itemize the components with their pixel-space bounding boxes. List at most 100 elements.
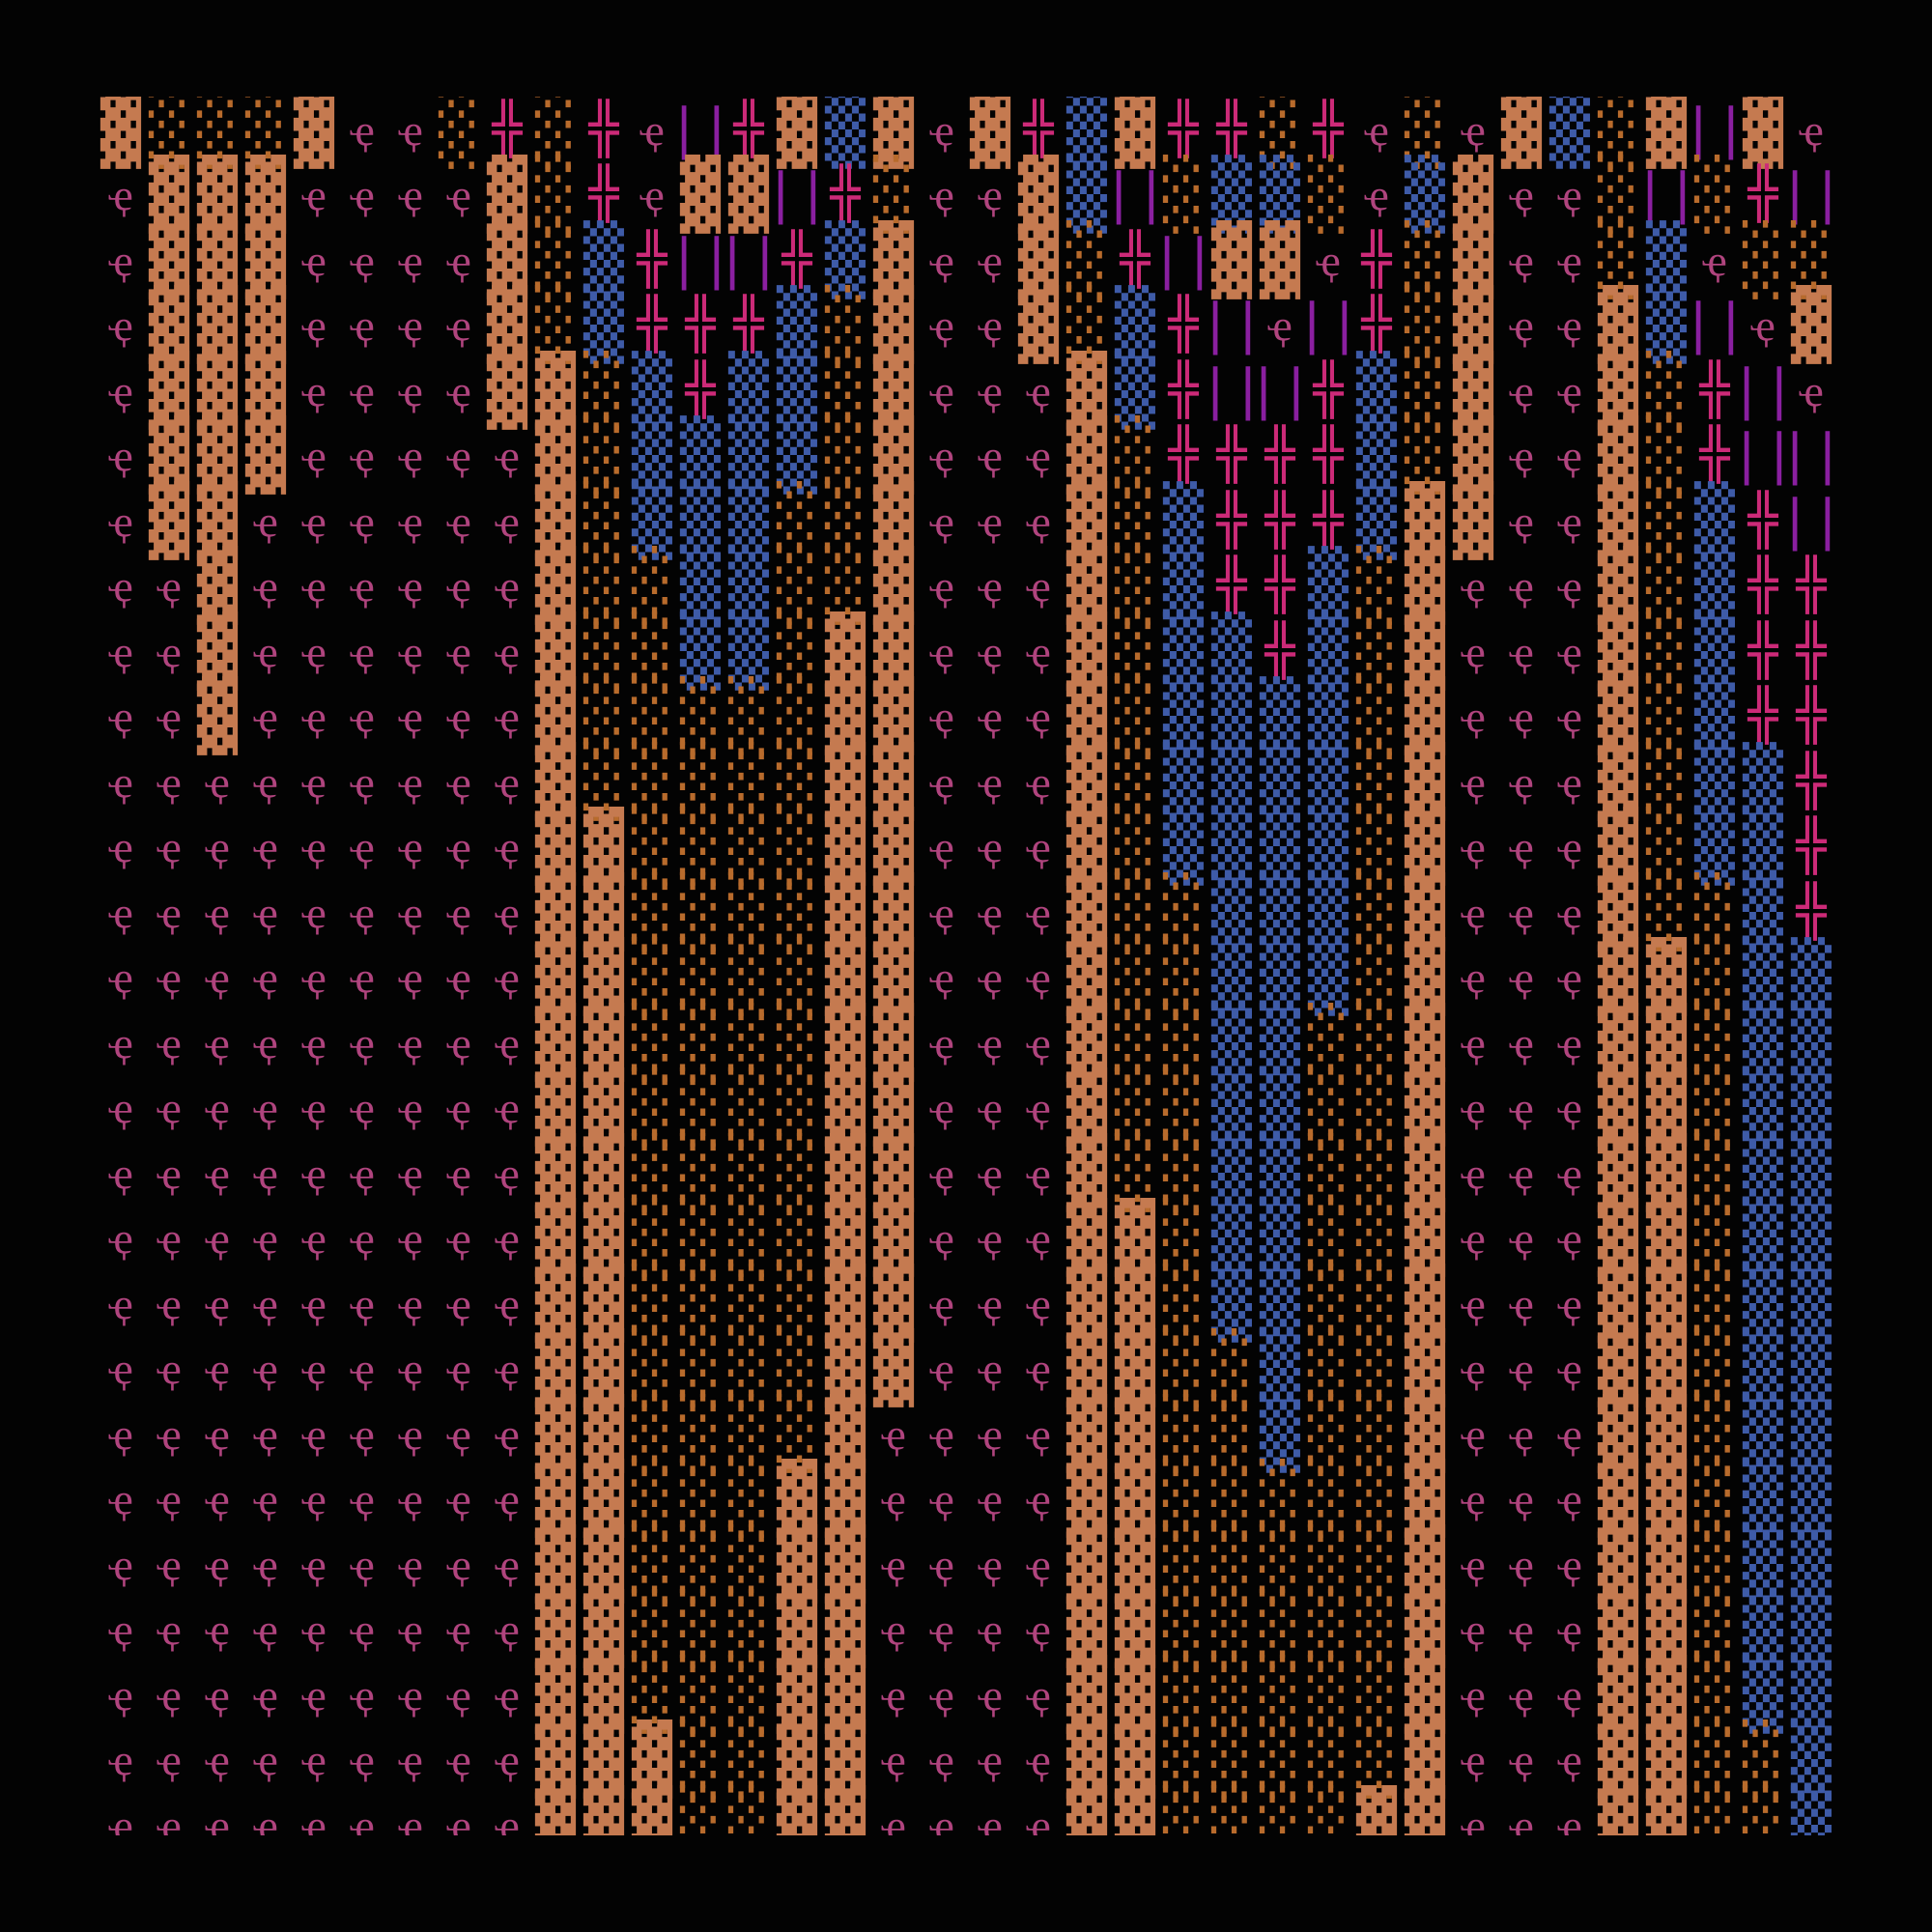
dark-shade-block: ▓ (776, 1784, 818, 1835)
light-shade-block: ░ (727, 1198, 770, 1278)
dark-shade-block: ▓ (872, 350, 915, 430)
double-cross-glyph: ╬ (1168, 99, 1199, 158)
dark-shade-block: ▓ (1404, 480, 1446, 560)
dark-shade-block: ▓ (148, 285, 190, 365)
eye-glyph: ҿ (253, 951, 278, 1004)
eye-glyph: ҿ (495, 1015, 520, 1068)
dark-shade-block: ▓ (1404, 1719, 1446, 1800)
medium-shade-block: ▒ (1065, 155, 1108, 235)
eye-glyph: ҿ (446, 1406, 471, 1460)
light-shade-block: ░ (776, 611, 818, 691)
eye-glyph: ҿ (205, 820, 230, 873)
double-cross-glyph: ╬ (1796, 687, 1827, 746)
dark-shade-block: ▓ (196, 480, 239, 560)
light-shade-block: ░ (1307, 1589, 1350, 1669)
dark-shade-block: ▓ (824, 741, 867, 821)
eye-glyph: ҿ (1364, 168, 1389, 221)
light-shade-block: ░ (727, 1393, 770, 1473)
medium-shade-block: ▒ (1742, 1132, 1784, 1212)
dark-shade-block: ▓ (679, 155, 722, 235)
medium-shade-block: ▒ (1307, 807, 1350, 887)
light-shade-block: ░ (1355, 1263, 1398, 1343)
eye-glyph: ҿ (881, 1406, 906, 1460)
eye-glyph: ҿ (350, 1211, 375, 1264)
eye-glyph: ҿ (978, 233, 1003, 286)
eye-glyph: ҿ (929, 1603, 954, 1656)
eye-glyph: ҿ (398, 1667, 423, 1720)
dark-shade-block: ▓ (1114, 1393, 1156, 1473)
eye-glyph: ҿ (398, 1276, 423, 1329)
light-shade-block: ░ (631, 871, 673, 952)
eye-glyph: ҿ (978, 1276, 1003, 1329)
light-shade-block: ░ (1307, 1393, 1350, 1473)
dark-shade-block: ▓ (1645, 1132, 1688, 1212)
eye-glyph: ҿ (495, 559, 520, 612)
dark-shade-block: ▓ (1114, 1589, 1156, 1669)
medium-shade-block: ▒ (1790, 1784, 1833, 1835)
dark-shade-block: ▓ (824, 1393, 867, 1473)
double-cross-glyph: ╬ (588, 165, 619, 224)
eye-glyph: ҿ (205, 1472, 230, 1525)
light-shade-block: ░ (1307, 1198, 1350, 1278)
medium-shade-block: ▒ (1742, 1459, 1784, 1539)
medium-shade-block: ▒ (1693, 741, 1736, 821)
dark-shade-block: ▓ (1017, 285, 1060, 365)
eye-glyph: ҿ (1461, 951, 1486, 1004)
dark-shade-block: ▓ (1065, 1459, 1108, 1539)
eye-glyph: ҿ (495, 1276, 520, 1329)
eye-glyph: ҿ (1461, 1667, 1486, 1720)
eye-glyph: ҿ (1509, 233, 1534, 286)
eye-glyph: ҿ (156, 1276, 182, 1329)
dark-shade-block: ▓ (1452, 350, 1494, 430)
eye-glyph: ҿ (1026, 1015, 1051, 1068)
light-shade-block: ░ (727, 1067, 770, 1148)
light-shade-block: ░ (1307, 1002, 1350, 1082)
eye-glyph: ҿ (929, 363, 954, 416)
dark-shade-block: ▓ (1452, 480, 1494, 560)
medium-shade-block: ▒ (679, 480, 722, 560)
eye-glyph: ҿ (978, 624, 1003, 677)
light-shade-block: ░ (1162, 1589, 1205, 1669)
light-shade-block: ░ (679, 1067, 722, 1148)
eye-glyph: ҿ (301, 1342, 327, 1395)
light-shade-block: ░ (196, 97, 239, 169)
eye-glyph: ҿ (446, 820, 471, 873)
light-shade-block: ░ (1404, 97, 1446, 169)
eye-glyph: ҿ (1509, 1211, 1534, 1264)
dark-shade-block: ▓ (1597, 1328, 1639, 1408)
light-shade-block: ░ (1259, 1654, 1301, 1734)
dark-shade-block: ▓ (1065, 1654, 1108, 1734)
double-cross-glyph: ╬ (588, 99, 619, 158)
eye-glyph: ҿ (156, 951, 182, 1004)
light-shade-block: ░ (1355, 1198, 1398, 1278)
eye-glyph: ҿ (1461, 1081, 1486, 1134)
eye-glyph: ҿ (929, 102, 954, 156)
eye-glyph: ҿ (446, 429, 471, 482)
light-shade-block: ░ (1742, 1784, 1784, 1835)
light-shade-block: ░ (1693, 1132, 1736, 1212)
light-shade-block: ░ (727, 1654, 770, 1734)
double-cross-glyph: ╬ (1264, 621, 1295, 680)
dark-shade-block: ▓ (196, 611, 239, 691)
eye-glyph: ҿ (978, 429, 1003, 482)
light-shade-block: ░ (1693, 937, 1736, 1017)
eye-glyph: ҿ (108, 1798, 133, 1835)
medium-shade-block: ▒ (1307, 741, 1350, 821)
dark-shade-block: ▓ (1597, 611, 1639, 691)
eye-glyph: ҿ (495, 690, 520, 743)
medium-shade-block: ▒ (1742, 741, 1784, 821)
eye-glyph: ҿ (253, 1015, 278, 1068)
eye-glyph: ҿ (1557, 559, 1582, 612)
dark-shade-block: ▓ (969, 97, 1011, 169)
medium-shade-block: ▒ (631, 415, 673, 496)
light-shade-block: ░ (631, 1589, 673, 1669)
light-shade-block: ░ (776, 1067, 818, 1148)
eye-glyph: ҿ (350, 1603, 375, 1656)
eye-glyph: ҿ (1557, 690, 1582, 743)
dark-shade-block: ▓ (872, 1067, 915, 1148)
medium-shade-block: ▒ (1790, 1459, 1833, 1539)
light-shade-block: ░ (727, 1523, 770, 1604)
eye-glyph: ҿ (1461, 559, 1486, 612)
medium-shade-block: ▒ (1259, 1328, 1301, 1408)
light-shade-block: ░ (1693, 1328, 1736, 1408)
